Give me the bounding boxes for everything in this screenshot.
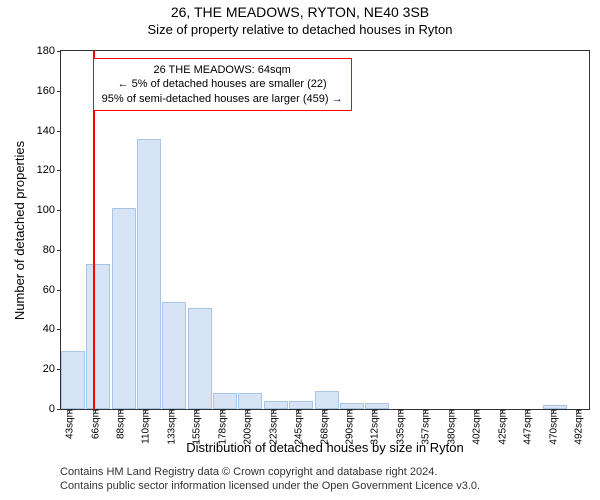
histogram-bar	[543, 405, 567, 409]
histogram-bar	[264, 401, 288, 409]
footer-attribution: Contains HM Land Registry data © Crown c…	[60, 465, 590, 494]
x-axis-label: Distribution of detached houses by size …	[60, 440, 590, 455]
x-tick-label: 43sqm	[62, 409, 75, 439]
histogram-bar	[61, 351, 85, 409]
x-tick-label: 88sqm	[113, 409, 126, 439]
histogram-bar	[112, 208, 136, 409]
x-tick-label: 66sqm	[88, 409, 101, 439]
histogram-bar	[162, 302, 186, 409]
x-tick-label: 110sqm	[138, 409, 151, 444]
y-axis-label: Number of detached properties	[10, 50, 30, 410]
annotation-line: 26 THE MEADOWS: 64sqm	[102, 63, 343, 77]
histogram-bar	[289, 401, 313, 409]
plot-area: 02040608010012014016018043sqm66sqm88sqm1…	[60, 50, 590, 410]
histogram-bar	[315, 391, 339, 409]
histogram-bar	[188, 308, 212, 409]
histogram-bar	[137, 139, 161, 409]
histogram-bar	[86, 264, 110, 409]
histogram-bar	[340, 403, 364, 409]
annotation-line: 95% of semi-detached houses are larger (…	[102, 92, 343, 106]
histogram-bar	[238, 393, 262, 409]
footer-line-1: Contains HM Land Registry data © Crown c…	[60, 465, 590, 479]
histogram-bar	[365, 403, 389, 409]
annotation-box: 26 THE MEADOWS: 64sqm← 5% of detached ho…	[93, 58, 352, 111]
histogram-bar	[213, 393, 237, 409]
chart-container: 26, THE MEADOWS, RYTON, NE40 3SB Size of…	[0, 0, 600, 500]
chart-title: 26, THE MEADOWS, RYTON, NE40 3SB	[0, 0, 600, 20]
footer-line-2: Contains public sector information licen…	[60, 479, 590, 493]
annotation-line: ← 5% of detached houses are smaller (22)	[102, 77, 343, 91]
chart-subtitle: Size of property relative to detached ho…	[0, 20, 600, 43]
